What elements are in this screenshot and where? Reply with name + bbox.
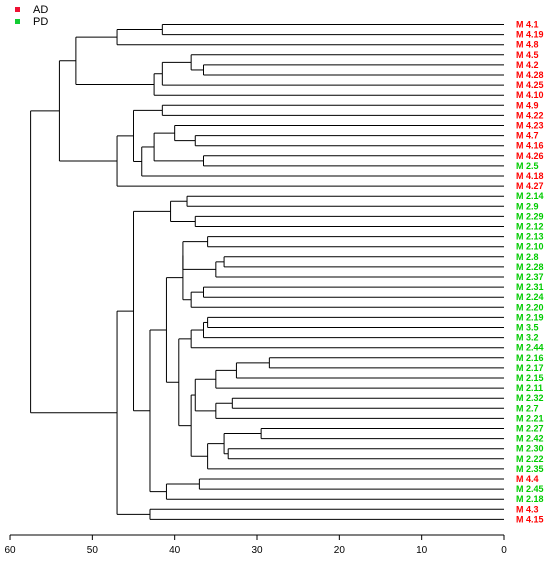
leaf-label: M 2.37 xyxy=(516,272,544,282)
x-tick-label: 10 xyxy=(416,545,428,556)
leaf-label: M 4.5 xyxy=(516,50,539,60)
leaf-label: M 2.24 xyxy=(516,292,544,302)
leaf-label: M 2.17 xyxy=(516,363,544,373)
leaf-label: M 4.22 xyxy=(516,110,544,120)
leaf-label: M 2.14 xyxy=(516,191,544,201)
leaf-label: M 2.21 xyxy=(516,413,544,423)
leaf-label: M 2.29 xyxy=(516,211,544,221)
leaf-label: M 4.2 xyxy=(516,60,539,70)
leaf-label: M 2.15 xyxy=(516,373,544,383)
leaf-label: M 2.10 xyxy=(516,242,544,252)
x-tick-label: 40 xyxy=(169,545,181,556)
leaf-label: M 2.35 xyxy=(516,464,544,474)
x-tick-label: 20 xyxy=(334,545,346,556)
leaf-label: M 2.28 xyxy=(516,262,544,272)
leaf-label: M 4.8 xyxy=(516,40,539,50)
leaf-label: M 4.9 xyxy=(516,100,539,110)
leaf-label: M 3.5 xyxy=(516,323,539,333)
leaf-label: M 2.42 xyxy=(516,434,544,444)
leaf-label: M 3.2 xyxy=(516,333,539,343)
legend-label-pd: PD xyxy=(33,16,48,28)
leaf-label: M 4.25 xyxy=(516,80,544,90)
x-tick-label: 60 xyxy=(4,545,16,556)
leaf-label: M 2.44 xyxy=(516,343,544,353)
leaf-label: M 2.18 xyxy=(516,494,544,504)
leaf-label: M 2.20 xyxy=(516,302,544,312)
leaf-label: M 4.28 xyxy=(516,70,544,80)
leaf-label: M 2.5 xyxy=(516,161,539,171)
leaf-label: M 4.1 xyxy=(516,20,539,30)
leaf-label: M 4.3 xyxy=(516,504,539,514)
leaf-label: M 2.45 xyxy=(516,484,544,494)
x-tick-label: 0 xyxy=(501,545,507,556)
x-tick-label: 50 xyxy=(87,545,99,556)
leaf-label: M 2.8 xyxy=(516,252,539,262)
leaf-labels: M 4.1M 4.19M 4.8M 4.5M 4.2M 4.28M 4.25M … xyxy=(516,20,544,525)
leaf-label: M 2.7 xyxy=(516,403,539,413)
legend-label-ad: AD xyxy=(33,4,48,16)
leaf-label: M 2.19 xyxy=(516,312,544,322)
x-tick-label: 30 xyxy=(251,545,263,556)
leaf-label: M 4.26 xyxy=(516,151,544,161)
leaf-label: M 2.9 xyxy=(516,201,539,211)
leaf-label: M 2.22 xyxy=(516,454,544,464)
leaf-label: M 2.32 xyxy=(516,393,544,403)
leaf-label: M 2.11 xyxy=(516,383,543,393)
legend-marker-pd xyxy=(15,19,20,24)
leaf-label: M 4.27 xyxy=(516,181,544,191)
leaf-label: M 2.13 xyxy=(516,232,544,242)
leaf-label: M 2.16 xyxy=(516,353,544,363)
leaf-label: M 4.10 xyxy=(516,90,544,100)
leaf-label: M 2.27 xyxy=(516,424,544,434)
leaf-label: M 4.19 xyxy=(516,30,544,40)
leaf-label: M 2.30 xyxy=(516,444,544,454)
x-axis: 60 50 40 30 20 10 0 xyxy=(4,534,507,556)
leaf-label: M 4.15 xyxy=(516,514,544,524)
dendrogram-tree xyxy=(30,24,504,520)
leaf-label: M 2.12 xyxy=(516,222,544,232)
leaf-label: M 4.16 xyxy=(516,141,544,151)
leaf-label: M 2.31 xyxy=(516,282,544,292)
leaf-label: M 4.7 xyxy=(516,131,539,141)
leaf-label: M 4.18 xyxy=(516,171,544,181)
leaf-label: M 4.23 xyxy=(516,121,544,131)
legend-marker-ad xyxy=(15,7,20,12)
leaf-label: M 4.4 xyxy=(516,474,539,484)
